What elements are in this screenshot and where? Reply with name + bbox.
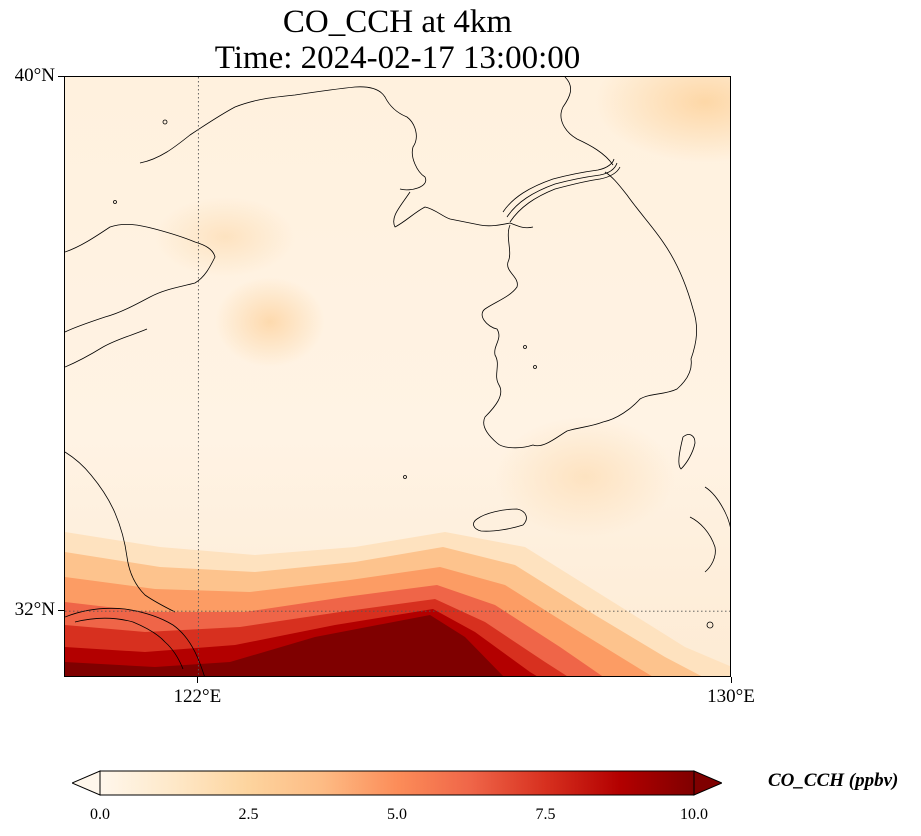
lon-tick-label: 122°E: [173, 686, 222, 707]
coast-bohai: [139, 86, 427, 191]
lat-tick-label: 32°N: [14, 599, 55, 621]
high-concentration-plume: [65, 532, 730, 676]
island-small-5: [706, 621, 714, 629]
field-blob-north: [155, 197, 295, 277]
coast-yangtze: [65, 607, 205, 676]
coast-korea-west: [481, 171, 697, 449]
coast-kyushu: [704, 486, 730, 528]
colorbar: [70, 770, 724, 796]
colorbar-tick-label: 0.0: [90, 806, 110, 823]
colorbar-tick-label: 2.5: [238, 806, 259, 823]
lat-tickmark-1: [58, 609, 64, 611]
field-blob-northeast: [595, 77, 730, 162]
island-small-4: [533, 365, 537, 369]
coastlines: [65, 77, 730, 676]
coast-china-east: [65, 223, 216, 333]
border-river-2: [502, 158, 615, 213]
island-small-1: [162, 119, 168, 125]
colorbar-label: CO_CCH (ppbv): [768, 770, 899, 791]
lon-tickmark-0: [196, 677, 198, 683]
colorbar-tick-label: 5.0: [387, 806, 407, 823]
lon-tickmark-1: [730, 677, 732, 683]
lon-tick-label: 130°E: [707, 686, 755, 707]
coast-kyushu-2: [689, 516, 716, 573]
coast-china-shandong: [65, 328, 148, 368]
colorbar-extend-max: [693, 770, 724, 796]
colorbar-svg: [70, 770, 724, 796]
coast-yangtze-2: [74, 617, 184, 670]
map-subtitle-time: Time: 2024-02-17 13:00:00: [214, 40, 581, 76]
gridlines: [65, 77, 730, 676]
coast-north-east: [560, 77, 614, 166]
field-blob-east: [495, 417, 675, 537]
map-title: CO_CCH at 4km: [282, 4, 513, 40]
island-jeju: [473, 508, 527, 532]
coast-korea-north: [509, 166, 621, 223]
lat-tick-label: 40°N: [14, 65, 55, 86]
coast-liaodong: [393, 191, 534, 229]
concentration-map: [65, 77, 730, 676]
island-small-2: [403, 475, 407, 479]
field-blob-center: [215, 277, 325, 367]
map-panel: [64, 76, 731, 677]
colorbar-tick-label: 7.5: [535, 806, 556, 823]
island-tsushima: [678, 434, 696, 470]
border-river-1: [506, 162, 618, 218]
coast-china-south: [65, 451, 176, 613]
island-small-6: [113, 200, 117, 204]
colorbar-tick-label: 10.0: [680, 806, 708, 823]
island-small-3: [523, 345, 527, 349]
colorbar-bar: [99, 770, 695, 796]
lat-tickmark-0: [58, 75, 64, 77]
colorbar-extend-min: [70, 770, 101, 796]
